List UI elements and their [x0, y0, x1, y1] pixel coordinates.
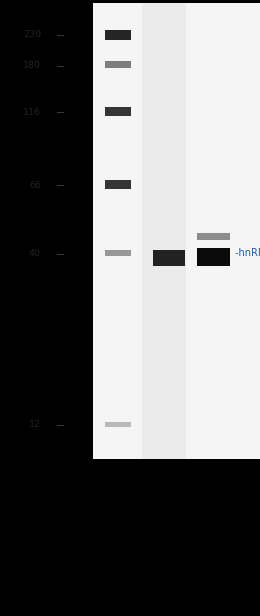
Bar [186, 3, 260, 459]
Text: 230: 230 [23, 30, 41, 39]
Text: 12: 12 [29, 420, 41, 429]
Text: 66: 66 [29, 181, 41, 190]
Text: 40: 40 [29, 249, 41, 258]
Bar [105, 61, 131, 68]
Text: -hnRNP A1: -hnRNP A1 [235, 248, 260, 258]
Bar [105, 250, 131, 256]
Text: 180: 180 [23, 62, 41, 70]
Bar [153, 250, 185, 266]
Bar [105, 30, 131, 40]
Text: 116: 116 [23, 108, 41, 117]
Bar [197, 233, 230, 240]
Bar [93, 3, 142, 459]
Bar [142, 3, 186, 459]
Bar [197, 248, 230, 266]
Bar [105, 423, 131, 427]
Bar [105, 180, 131, 188]
Bar [105, 107, 131, 116]
